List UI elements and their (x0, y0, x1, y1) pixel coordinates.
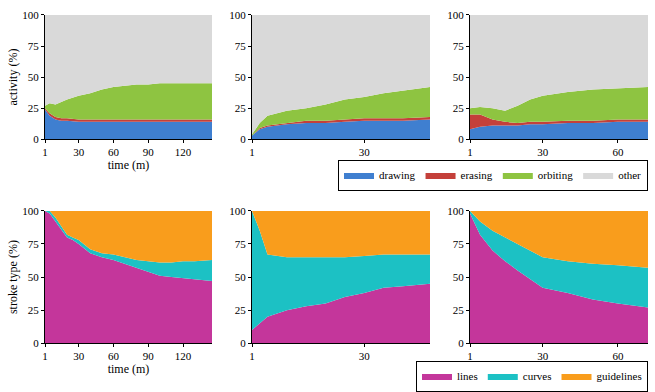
svg-text:30: 30 (73, 146, 85, 158)
svg-text:100: 100 (22, 205, 39, 217)
svg-text:50: 50 (235, 271, 247, 283)
svg-text:25: 25 (235, 304, 247, 316)
svg-text:time (m): time (m) (108, 362, 150, 376)
svg-text:100: 100 (229, 9, 246, 21)
svg-text:50: 50 (453, 71, 465, 83)
svg-text:100: 100 (22, 9, 39, 21)
svg-text:0: 0 (33, 133, 39, 145)
svg-text:other: other (618, 169, 641, 181)
svg-text:1: 1 (42, 350, 48, 362)
svg-text:50: 50 (235, 71, 247, 83)
svg-text:100: 100 (447, 205, 464, 217)
svg-text:60: 60 (108, 350, 120, 362)
svg-text:60: 60 (612, 350, 624, 363)
svg-text:1: 1 (42, 146, 48, 158)
svg-text:60: 60 (612, 146, 624, 158)
svg-text:0: 0 (240, 133, 246, 145)
svg-text:1: 1 (249, 146, 255, 158)
svg-text:25: 25 (453, 102, 465, 114)
svg-text:60: 60 (108, 146, 120, 158)
svg-text:curves: curves (523, 370, 552, 382)
svg-text:30: 30 (73, 350, 85, 362)
svg-text:1: 1 (467, 350, 473, 363)
svg-text:120: 120 (175, 146, 192, 158)
svg-text:100: 100 (229, 205, 246, 217)
svg-text:50: 50 (453, 271, 465, 283)
svg-text:30: 30 (537, 146, 549, 158)
svg-text:75: 75 (28, 40, 40, 52)
svg-text:1: 1 (467, 146, 473, 158)
svg-text:30: 30 (359, 146, 371, 158)
svg-text:75: 75 (235, 40, 247, 52)
svg-text:75: 75 (28, 238, 40, 250)
svg-text:25: 25 (235, 102, 247, 114)
svg-text:erasing: erasing (461, 169, 493, 181)
svg-text:120: 120 (175, 350, 192, 362)
svg-text:90: 90 (143, 146, 155, 158)
svg-text:0: 0 (458, 337, 464, 349)
svg-text:75: 75 (453, 40, 465, 52)
svg-text:orbiting: orbiting (538, 169, 573, 181)
svg-text:30: 30 (537, 350, 549, 363)
svg-text:30: 30 (359, 350, 371, 362)
svg-text:100: 100 (447, 9, 464, 21)
svg-text:75: 75 (235, 238, 247, 250)
svg-text:lines: lines (457, 370, 478, 382)
svg-text:25: 25 (453, 304, 465, 316)
svg-text:stroke type (%): stroke type (%) (6, 240, 20, 314)
svg-text:guidelines: guidelines (597, 370, 642, 382)
svg-text:90: 90 (143, 350, 155, 362)
svg-text:50: 50 (28, 71, 40, 83)
svg-text:1: 1 (249, 350, 255, 362)
svg-text:75: 75 (453, 238, 465, 250)
svg-text:0: 0 (240, 337, 246, 349)
svg-text:25: 25 (28, 102, 40, 114)
svg-text:activity (%): activity (%) (6, 49, 20, 106)
svg-text:time (m): time (m) (108, 158, 150, 172)
svg-text:0: 0 (33, 337, 39, 349)
svg-text:25: 25 (28, 304, 40, 316)
svg-text:0: 0 (458, 133, 464, 145)
svg-text:50: 50 (28, 271, 40, 283)
svg-text:drawing: drawing (379, 169, 416, 181)
